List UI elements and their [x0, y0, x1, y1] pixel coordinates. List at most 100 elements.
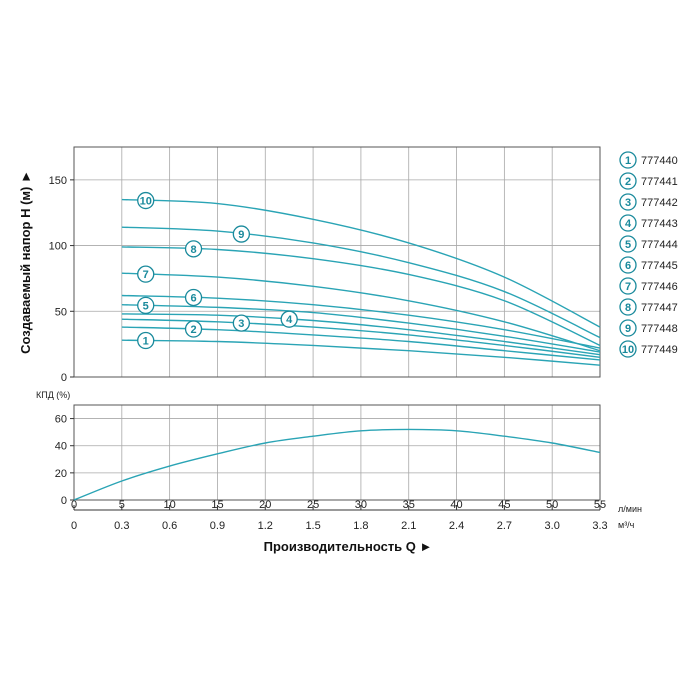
curve-marker-circle-10 [137, 191, 155, 210]
x-tick-label-primary-55: 55 [594, 499, 606, 511]
head-ytick-label-100: 100 [49, 241, 67, 253]
x-tick-label-secondary-2: 0.6 [162, 520, 177, 532]
x-tick-label-secondary-3: 0.9 [210, 520, 225, 532]
head-ytick-label-50: 50 [55, 306, 67, 318]
curve-marker-circle-9 [232, 225, 251, 243]
legend-circle-2 [619, 172, 637, 190]
x-tick-label-secondary-4: 1.2 [258, 520, 273, 532]
legend-circle-4 [619, 214, 637, 232]
curve-marker-label-8: 8 [190, 244, 196, 256]
x-tick-label-primary-20: 20 [259, 499, 271, 511]
curve-marker-circle-7 [137, 265, 155, 283]
legend-circle-1 [619, 151, 637, 169]
x-tick-label-primary-5: 5 [119, 499, 125, 511]
head-curve-777444 [121, 304, 601, 353]
curve-marker-label-6: 6 [190, 292, 196, 304]
head-plot-frame [73, 146, 601, 378]
efficiency-curve [73, 428, 601, 501]
x-tick-label-primary-0: 0 [71, 499, 77, 511]
head-y-ticks: 0 50 100 150 [49, 175, 74, 384]
head-curve-777445 [121, 294, 601, 349]
legend-entry-777440: 777440 [641, 155, 678, 167]
legend-number-7: 7 [625, 281, 631, 293]
legend-circle-9 [619, 319, 637, 337]
head-curves [121, 198, 601, 366]
head-curve-777448 [121, 226, 601, 339]
legend-circle-8 [619, 298, 637, 316]
legend-number-10: 10 [622, 344, 634, 356]
curve-marker-circle-6 [184, 288, 203, 307]
legend-number-6: 6 [625, 260, 631, 272]
eff-ytick-label-60: 60 [55, 414, 67, 426]
head-curve-777446 [121, 272, 601, 352]
curve-marker-circle-4 [280, 310, 298, 328]
head-ytick-label-150: 150 [49, 175, 67, 187]
x-tick-label-primary-15: 15 [211, 499, 223, 511]
eff-ytick-label-0: 0 [61, 495, 67, 507]
efficiency-y-axis-label: КПД (%) [36, 390, 70, 400]
legend-number-8: 8 [625, 302, 631, 314]
x-unit-primary: л/мин [618, 504, 642, 514]
legend-circle-6 [619, 256, 637, 274]
legend-number-1: 1 [625, 155, 631, 167]
x-tick-label-primary-10: 10 [164, 499, 176, 511]
legend-entry-777445: 777445 [641, 260, 678, 272]
x-axis-label: Производительность Q ► [264, 539, 433, 554]
x-tick-label-primary-40: 40 [450, 499, 462, 511]
curve-marker-circle-1 [137, 331, 155, 350]
head-curve-777442 [121, 318, 601, 358]
eff-ytick-label-20: 20 [55, 468, 67, 480]
x-tick-label-secondary-6: 1.8 [353, 520, 368, 532]
legend-number-4: 4 [625, 218, 632, 230]
curve-marker-circle-3 [232, 314, 251, 332]
eff-ytick-label-40: 40 [55, 441, 67, 453]
x-tick-label-secondary-9: 2.7 [497, 520, 512, 532]
head-curve-777447 [121, 246, 601, 347]
head-curve-777441 [121, 326, 601, 361]
x-tick-label-primary-25: 25 [307, 499, 319, 511]
x-tick-label-primary-30: 30 [355, 499, 367, 511]
legend-entry-777447: 777447 [641, 302, 678, 314]
x-tick-label-secondary-7: 2.1 [401, 520, 416, 532]
curve-marker-label-10: 10 [140, 196, 152, 208]
curve-marker-label-4: 4 [286, 314, 293, 326]
legend-entry-777448: 777448 [641, 323, 678, 335]
x-tick-label-secondary-5: 1.5 [305, 520, 320, 532]
curve-marker-circle-5 [137, 296, 155, 315]
x-tick-label-secondary-10: 3.0 [545, 520, 560, 532]
x-tick-label-secondary-0: 0 [71, 520, 77, 532]
legend: 1 777440 2 777441 3 777442 4 777443 5 777444 6 7774… [619, 151, 678, 358]
head-curve-777440 [121, 339, 601, 366]
curve-marker-label-3: 3 [238, 318, 244, 330]
head-curve-markers: 1 2 3 4 5 6 7 8 9 10 [137, 191, 298, 350]
x-tick-label-secondary-8: 2.4 [449, 520, 464, 532]
head-curve-777449 [121, 198, 601, 328]
curve-marker-label-5: 5 [143, 300, 149, 312]
legend-entry-777442: 777442 [641, 197, 678, 209]
efficiency-grid [74, 405, 601, 500]
x-unit-secondary: м³/ч [618, 520, 635, 530]
efficiency-line [73, 428, 601, 501]
x-tick-label-secondary-1: 0.3 [114, 520, 129, 532]
head-y-axis-label: Создаваемый напор H (м) ► [18, 170, 33, 354]
legend-circle-5 [619, 235, 637, 253]
curve-marker-label-2: 2 [190, 324, 196, 336]
legend-number-5: 5 [625, 239, 631, 251]
legend-entry-777446: 777446 [641, 281, 678, 293]
legend-circle-3 [619, 193, 637, 211]
legend-entry-777449: 777449 [641, 344, 678, 356]
legend-number-9: 9 [625, 323, 631, 335]
x-tick-label-primary-45: 45 [498, 499, 510, 511]
curve-marker-label-7: 7 [143, 269, 149, 281]
curve-marker-circle-2 [184, 320, 203, 338]
x-ticks-primary: 0 5 10 15 20 25 30 35 40 45 50 55 [71, 499, 606, 511]
legend-entry-777441: 777441 [641, 176, 678, 188]
legend-entry-777443: 777443 [641, 218, 678, 230]
x-ticks-secondary: 0 0.3 0.6 0.9 1.2 1.5 1.8 2.1 2.4 2.7 3.0 3.3 [71, 520, 608, 532]
legend-circle-10 [619, 340, 637, 358]
x-tick-label-primary-50: 50 [546, 499, 558, 511]
head-ytick-label-0: 0 [61, 372, 67, 384]
legend-entry-777444: 777444 [641, 239, 678, 251]
